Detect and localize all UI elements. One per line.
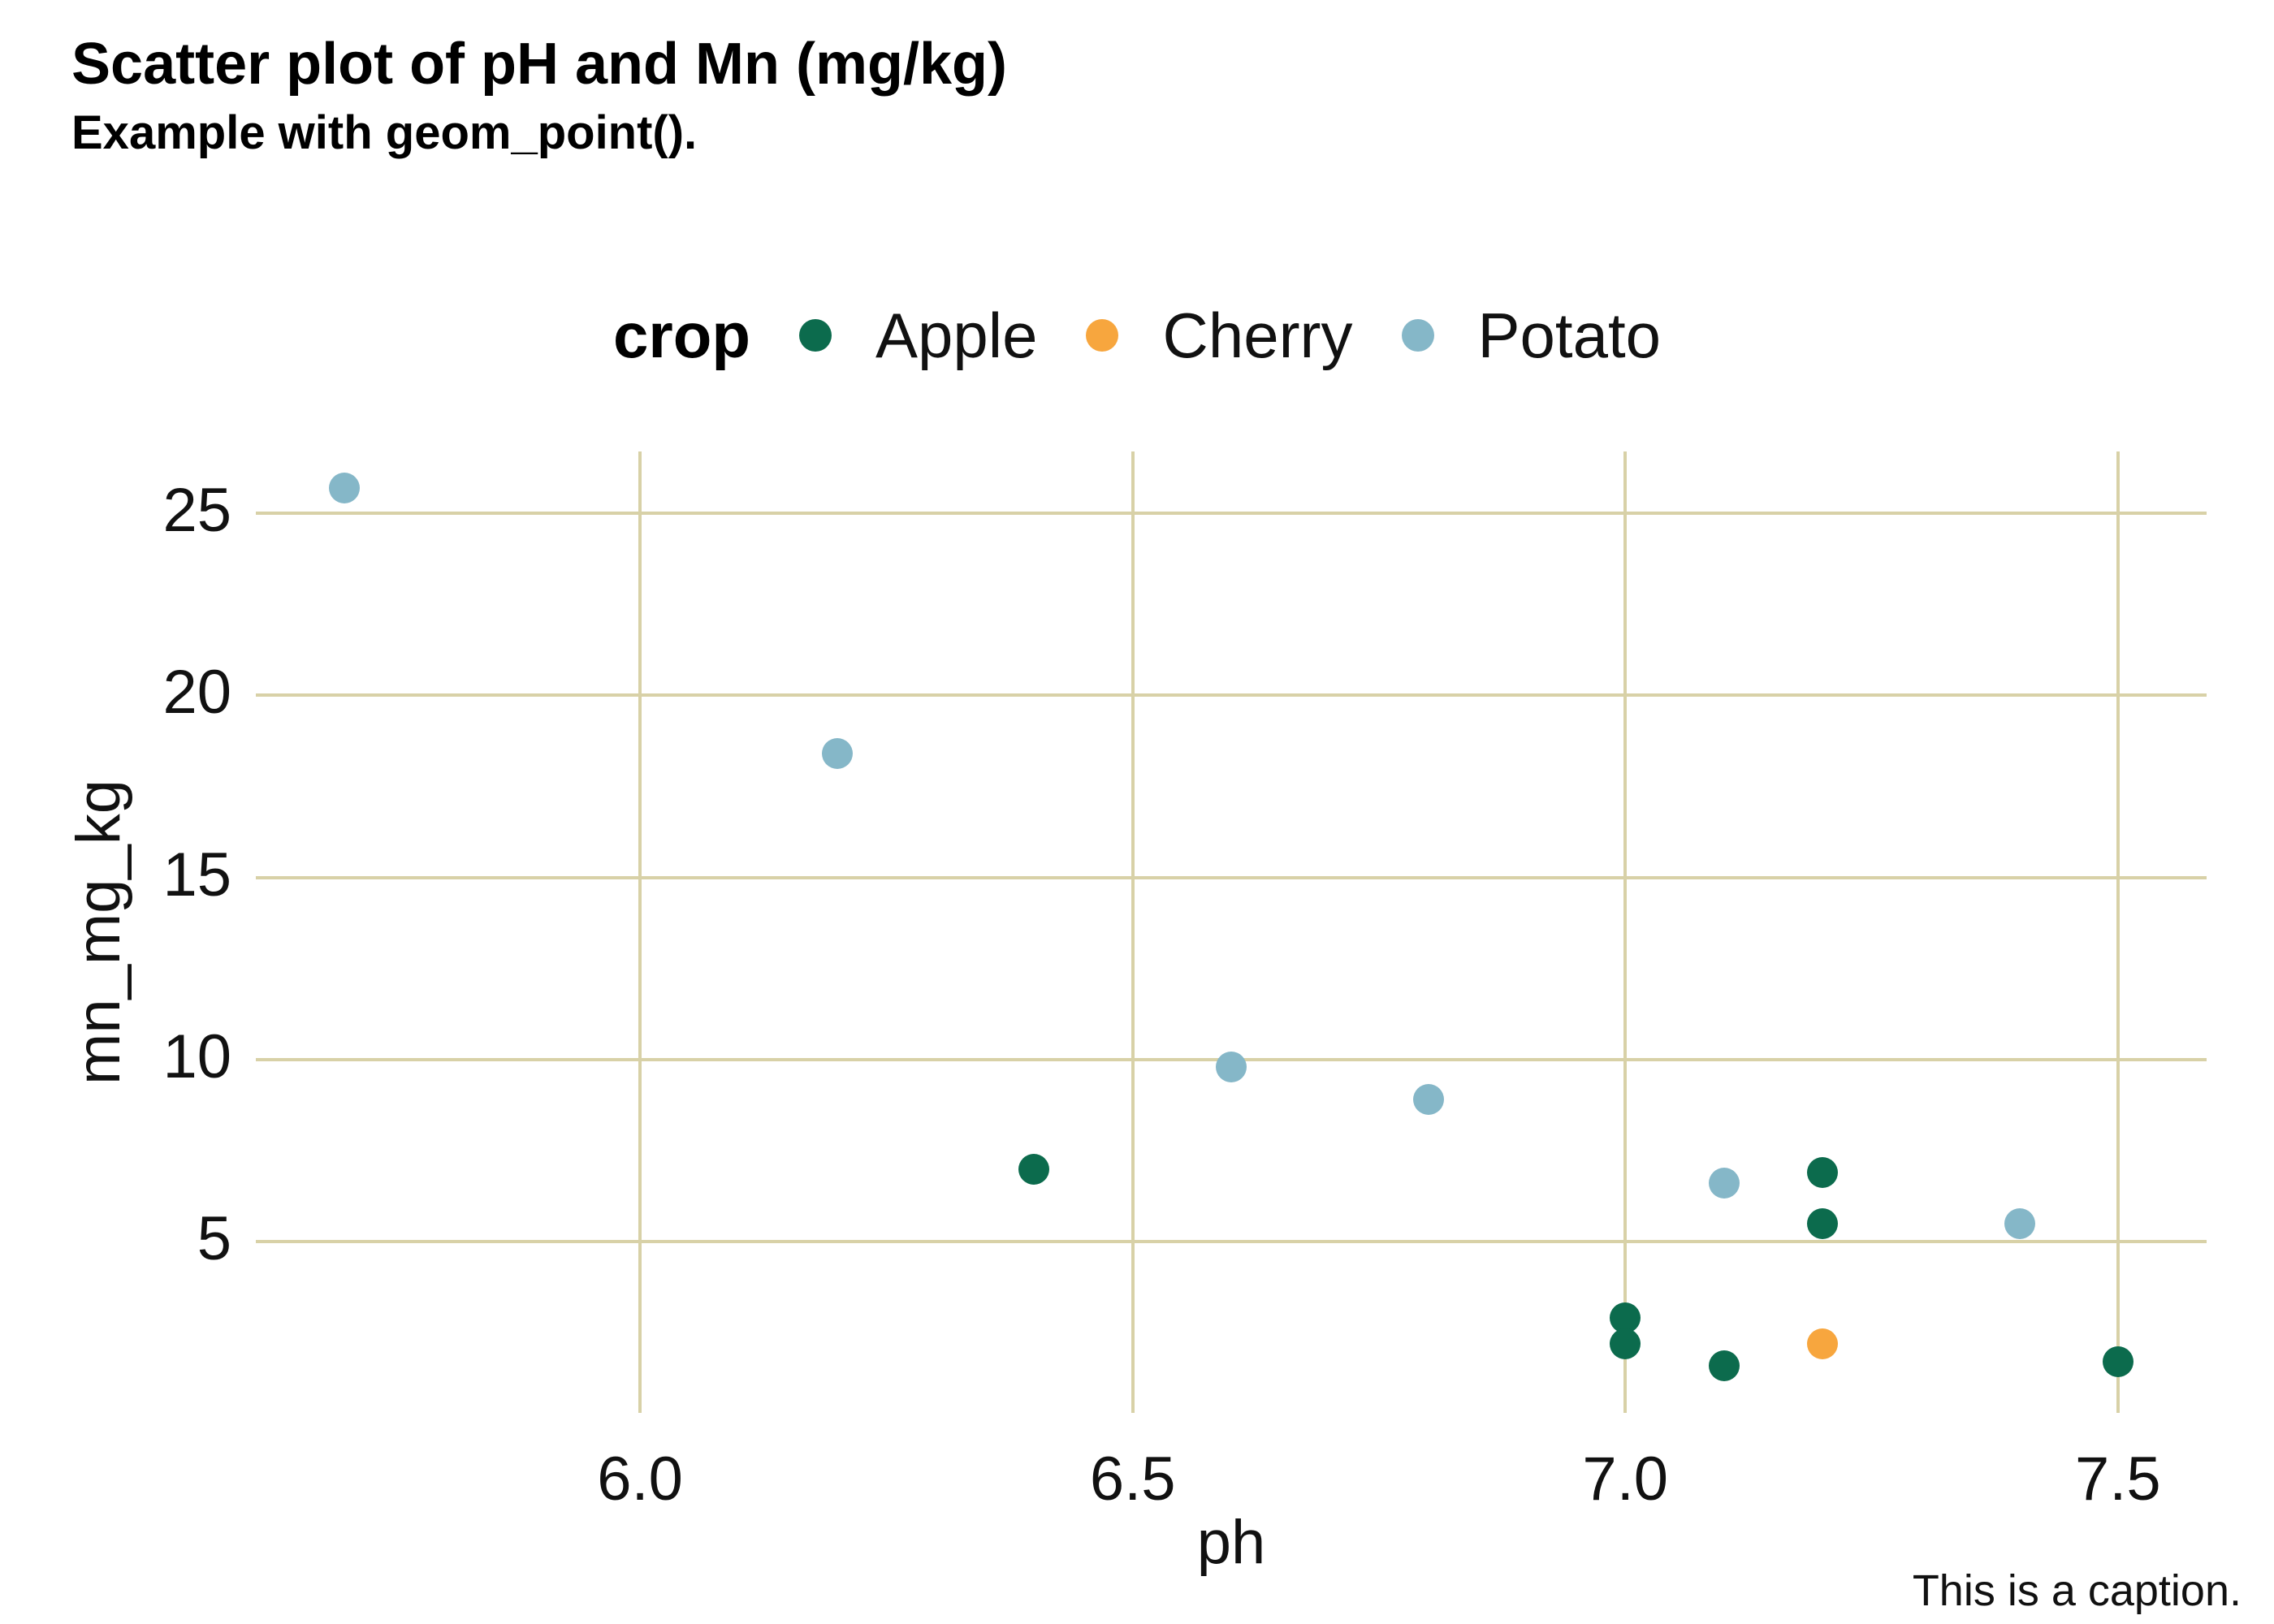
gridline-y-25	[256, 512, 2207, 516]
point-potato	[821, 738, 853, 770]
point-potato	[329, 472, 361, 503]
legend-item-potato: Potato	[1401, 299, 1662, 373]
point-apple	[1610, 1328, 1641, 1359]
gridline-y-5	[256, 1240, 2207, 1244]
point-cherry	[1806, 1328, 1838, 1359]
x-tick-label-7.5: 7.5	[2074, 1445, 2161, 1514]
gridline-y-20	[256, 693, 2207, 698]
point-apple	[1708, 1350, 1740, 1381]
legend-item-apple: Apple	[798, 299, 1038, 373]
y-tick-label-25: 25	[162, 476, 231, 546]
x-tick-label-6.5: 6.5	[1089, 1445, 1176, 1514]
gridline-y-15	[256, 875, 2207, 879]
point-apple	[1806, 1207, 1838, 1239]
legend-swatch-potato-icon	[1401, 319, 1434, 352]
y-tick-label-20: 20	[162, 658, 231, 728]
legend-label-apple: Apple	[875, 299, 1038, 371]
legend: crop Apple Cherry Potato	[0, 299, 2274, 373]
x-tick-label-6: 6.0	[597, 1445, 683, 1514]
x-tick-label-7: 7.0	[1582, 1445, 1669, 1514]
chart-title: Scatter plot of pH and Mn (mg/kg)	[71, 32, 1007, 97]
y-tick-label-5: 5	[197, 1204, 231, 1274]
point-potato	[1412, 1084, 1444, 1116]
legend-title: crop	[612, 299, 750, 371]
plot-panel	[256, 451, 2207, 1413]
point-potato	[2004, 1207, 2035, 1239]
y-tick-label-10: 10	[162, 1021, 231, 1091]
y-tick-label-15: 15	[162, 840, 231, 909]
chart-caption: This is a caption.	[1912, 1566, 2242, 1615]
gridline-x-6.5	[1131, 451, 1135, 1413]
point-apple	[1806, 1157, 1838, 1188]
point-potato	[1216, 1051, 1247, 1082]
legend-swatch-apple-icon	[798, 319, 832, 352]
point-apple	[1018, 1153, 1050, 1185]
legend-label-potato: Potato	[1477, 299, 1662, 371]
legend-item-cherry: Cherry	[1086, 299, 1353, 373]
point-potato	[1708, 1168, 1740, 1199]
gridline-x-7	[1623, 451, 1628, 1413]
gridline-x-7.5	[2116, 451, 2120, 1413]
point-apple	[2102, 1346, 2133, 1378]
x-axis-title: ph	[1196, 1508, 1266, 1577]
legend-label-cherry: Cherry	[1162, 299, 1353, 371]
chart-subtitle: Example with geom_point().	[71, 106, 698, 159]
gridline-x-6	[638, 451, 642, 1413]
legend-swatch-cherry-icon	[1086, 319, 1119, 352]
